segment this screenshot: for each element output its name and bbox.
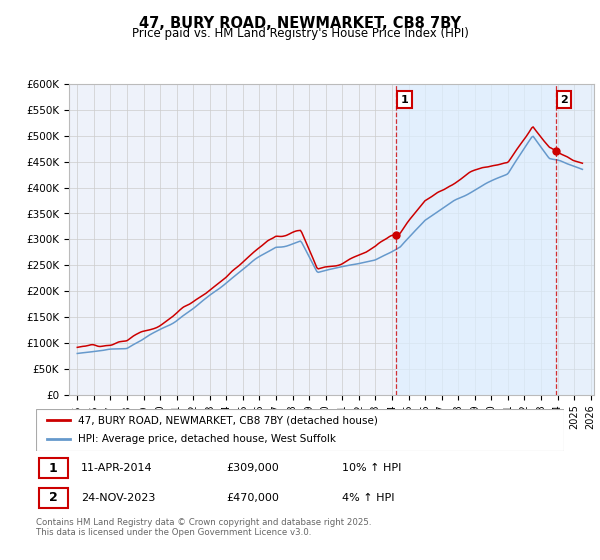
Text: 11-APR-2014: 11-APR-2014 [81, 463, 152, 473]
Text: 1: 1 [49, 462, 58, 475]
Text: 47, BURY ROAD, NEWMARKET, CB8 7BY (detached house): 47, BURY ROAD, NEWMARKET, CB8 7BY (detac… [78, 415, 378, 425]
Bar [556, 84, 594, 395]
FancyBboxPatch shape [38, 459, 68, 478]
Text: 2: 2 [49, 491, 58, 504]
Text: HPI: Average price, detached house, West Suffolk: HPI: Average price, detached house, West… [78, 435, 336, 445]
Text: 24-NOV-2023: 24-NOV-2023 [81, 493, 155, 503]
Text: 47, BURY ROAD, NEWMARKET, CB8 7BY: 47, BURY ROAD, NEWMARKET, CB8 7BY [139, 16, 461, 31]
Text: 2: 2 [560, 95, 568, 105]
Text: 10% ↑ HPI: 10% ↑ HPI [342, 463, 401, 473]
Text: 1: 1 [401, 95, 409, 105]
FancyBboxPatch shape [38, 488, 68, 507]
Bar [397, 84, 556, 395]
Text: £470,000: £470,000 [226, 493, 279, 503]
Text: 4% ↑ HPI: 4% ↑ HPI [342, 493, 395, 503]
Text: £309,000: £309,000 [226, 463, 279, 473]
FancyBboxPatch shape [36, 409, 564, 451]
Text: Price paid vs. HM Land Registry's House Price Index (HPI): Price paid vs. HM Land Registry's House … [131, 27, 469, 40]
Text: Contains HM Land Registry data © Crown copyright and database right 2025.
This d: Contains HM Land Registry data © Crown c… [36, 518, 371, 538]
